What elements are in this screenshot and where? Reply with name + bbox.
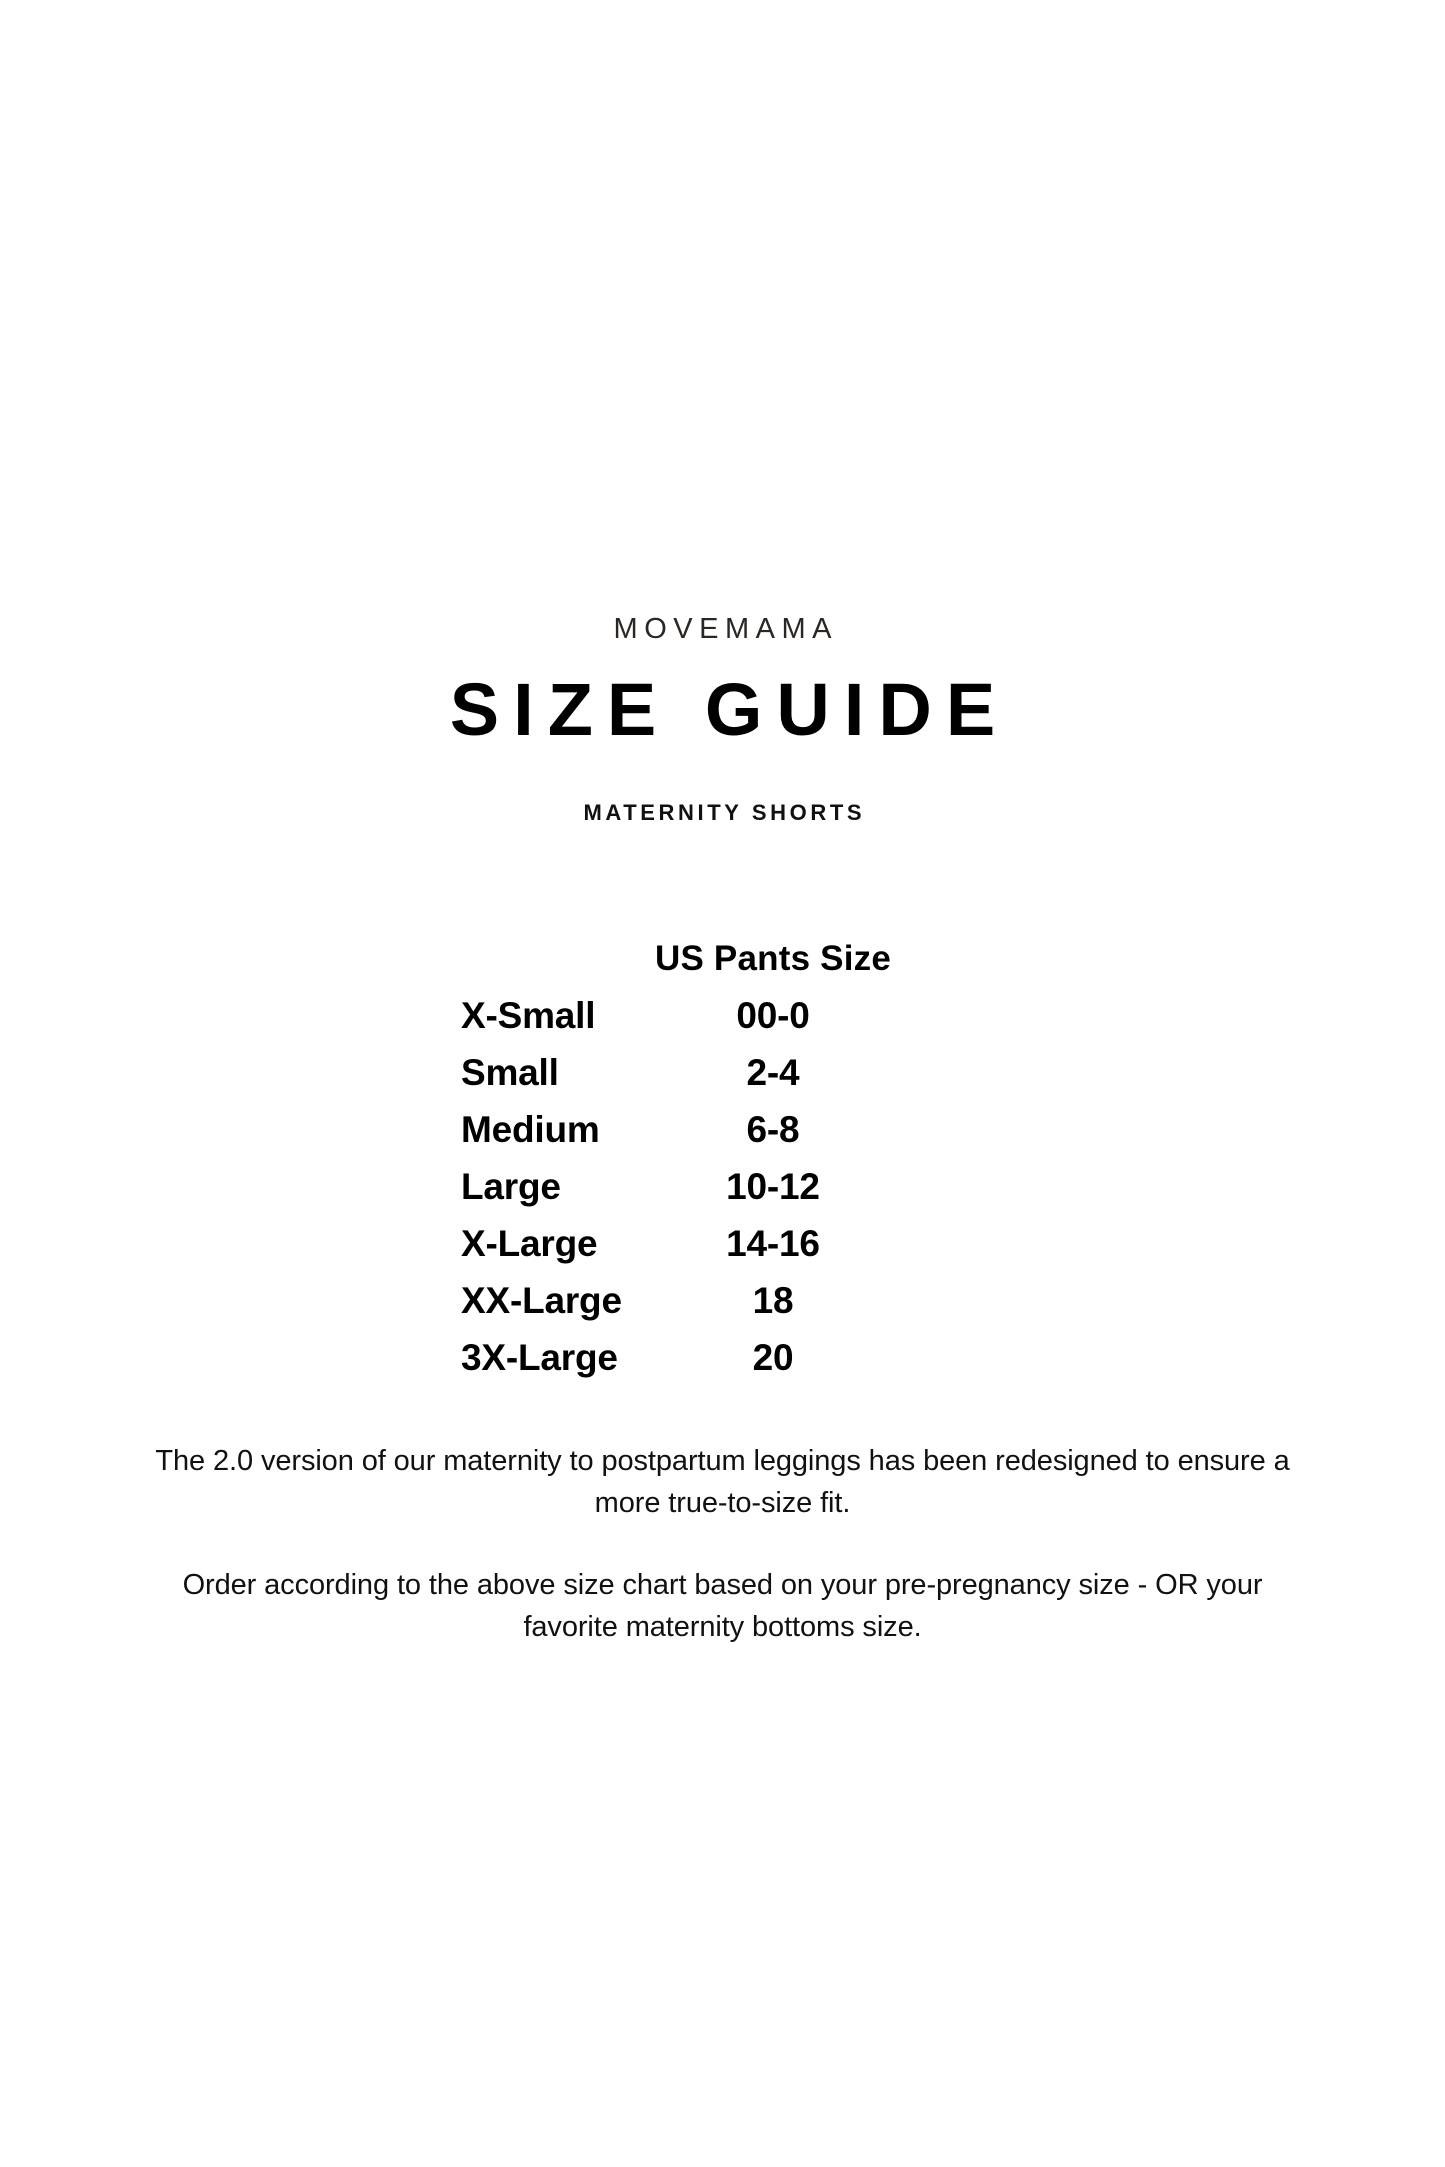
cell-size-value: 14-16 [726,1223,820,1264]
cell-size-name: X-Large [461,1223,598,1264]
cell-size-value: 18 [752,1280,794,1321]
table-row: XX-Large 18 [461,1272,891,1329]
page-header: MOVEMAMA SIZE GUIDE MATERNITY SHORTS [0,612,1445,826]
note-ordering: Order according to the above size chart … [182,1569,1263,1643]
column-header-size [461,930,655,987]
size-chart-body: X-Small 00-0 Small 2-4 Medium 6-8 Large … [461,987,891,1386]
notes-section: The 2.0 version of our maternity to post… [0,1440,1445,1648]
cell-size-value: 20 [752,1337,794,1378]
page-subtitle: MATERNITY SHORTS [583,799,866,825]
cell-size-value: 6-8 [746,1109,800,1150]
size-chart-table: US Pants Size X-Small 00-0 Small 2-4 Med… [461,930,891,1386]
size-chart-head: US Pants Size [461,930,891,987]
table-row: 3X-Large 20 [461,1329,891,1386]
cell-size-name: Small [461,1052,559,1093]
cell-size-name: Medium [461,1109,600,1150]
table-row: Small 2-4 [461,1044,891,1101]
note-redesign: The 2.0 version of our maternity to post… [155,1445,1290,1519]
cell-size-value: 2-4 [746,1052,800,1093]
cell-size-name: X-Small [461,995,596,1036]
table-row: X-Large 14-16 [461,1215,891,1272]
cell-size-name: XX-Large [461,1280,622,1321]
cell-size-value: 00-0 [736,995,810,1036]
table-header-row: US Pants Size [461,930,891,987]
cell-size-name: 3X-Large [461,1337,618,1378]
brand-wordmark: MOVEMAMA [613,613,838,645]
column-header-us-pants-size: US Pants Size [654,939,891,978]
cell-size-value: 10-12 [726,1166,820,1207]
table-row: Large 10-12 [461,1158,891,1215]
cell-size-name: Large [461,1166,561,1207]
page-title: SIZE GUIDE [449,668,1010,751]
table-row: X-Small 00-0 [461,987,891,1044]
table-row: Medium 6-8 [461,1101,891,1158]
